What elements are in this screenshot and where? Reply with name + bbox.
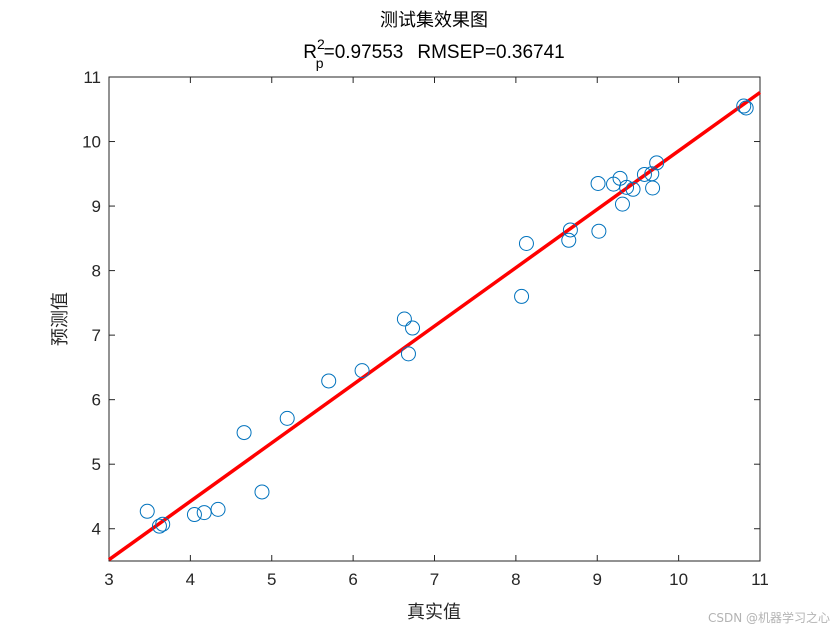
y-tick-label: 9 bbox=[92, 197, 101, 216]
fit-line bbox=[107, 91, 762, 562]
x-tick-label: 4 bbox=[186, 570, 195, 589]
scatter-point bbox=[619, 179, 635, 195]
scatter-points bbox=[139, 98, 754, 534]
scatter-point bbox=[139, 503, 155, 519]
x-tick-label: 10 bbox=[669, 570, 688, 589]
r-value: =0.97553 bbox=[324, 42, 404, 63]
fit-line-group bbox=[107, 91, 762, 562]
y-axis-title: 预测值 bbox=[50, 292, 71, 346]
x-tick-label: 3 bbox=[104, 570, 113, 589]
scatter-point bbox=[279, 410, 295, 426]
scatter-point bbox=[196, 505, 212, 521]
scatter-point bbox=[210, 501, 226, 517]
x-tick-label: 8 bbox=[511, 570, 520, 589]
chart-subtitle: R2 p=0.97553 RMSEP=0.36741 bbox=[303, 36, 564, 71]
scatter-point bbox=[561, 232, 577, 248]
x-tick-label: 9 bbox=[593, 570, 602, 589]
x-tick-label: 11 bbox=[751, 570, 769, 589]
y-tick-label: 7 bbox=[92, 326, 101, 345]
scatter-point bbox=[625, 181, 641, 197]
rmsep-value: RMSEP=0.36741 bbox=[417, 42, 564, 63]
scatter-point bbox=[186, 507, 202, 523]
y-tick-label: 4 bbox=[92, 520, 101, 539]
scatter-point bbox=[590, 175, 606, 191]
chart-title: 测试集效果图 bbox=[380, 10, 488, 31]
scatter-point bbox=[736, 98, 752, 114]
r-label: R bbox=[303, 42, 317, 63]
x-axis-title: 真实值 bbox=[407, 602, 461, 623]
scatter-point bbox=[614, 196, 630, 212]
r-sub: p bbox=[316, 55, 324, 71]
scatter-point bbox=[591, 223, 607, 239]
scatter-point bbox=[738, 100, 754, 116]
x-tick-label: 6 bbox=[348, 570, 357, 589]
y-tick-label: 8 bbox=[92, 262, 101, 281]
scatter-point bbox=[649, 155, 665, 171]
watermark: CSDN @机器学习之心 bbox=[708, 610, 830, 625]
scatter-point bbox=[405, 320, 421, 336]
r-sup: 2 bbox=[317, 36, 325, 52]
scatter-point bbox=[236, 425, 252, 441]
scatter-point bbox=[636, 166, 652, 182]
x-tick-label: 7 bbox=[430, 570, 439, 589]
scatter-point bbox=[645, 180, 661, 196]
scatter-point bbox=[354, 363, 370, 379]
y-tick-label: 11 bbox=[83, 68, 101, 87]
scatter-point bbox=[400, 346, 416, 362]
y-axis: 4 5 6 7 8 9 10 11 bbox=[82, 68, 760, 539]
scatter-point bbox=[514, 288, 530, 304]
scatter-point bbox=[155, 516, 171, 532]
scatter-point bbox=[321, 373, 337, 389]
x-tick-label: 5 bbox=[267, 570, 276, 589]
x-axis: 3 4 5 6 7 8 9 10 11 bbox=[104, 77, 769, 589]
y-tick-label: 10 bbox=[82, 133, 101, 152]
y-tick-label: 6 bbox=[92, 391, 101, 410]
scatter-point bbox=[518, 235, 534, 251]
scatter-point bbox=[254, 484, 270, 500]
scatter-point bbox=[151, 518, 167, 534]
scatter-point bbox=[396, 311, 412, 327]
scatter-point bbox=[562, 222, 578, 238]
y-tick-label: 5 bbox=[92, 455, 101, 474]
